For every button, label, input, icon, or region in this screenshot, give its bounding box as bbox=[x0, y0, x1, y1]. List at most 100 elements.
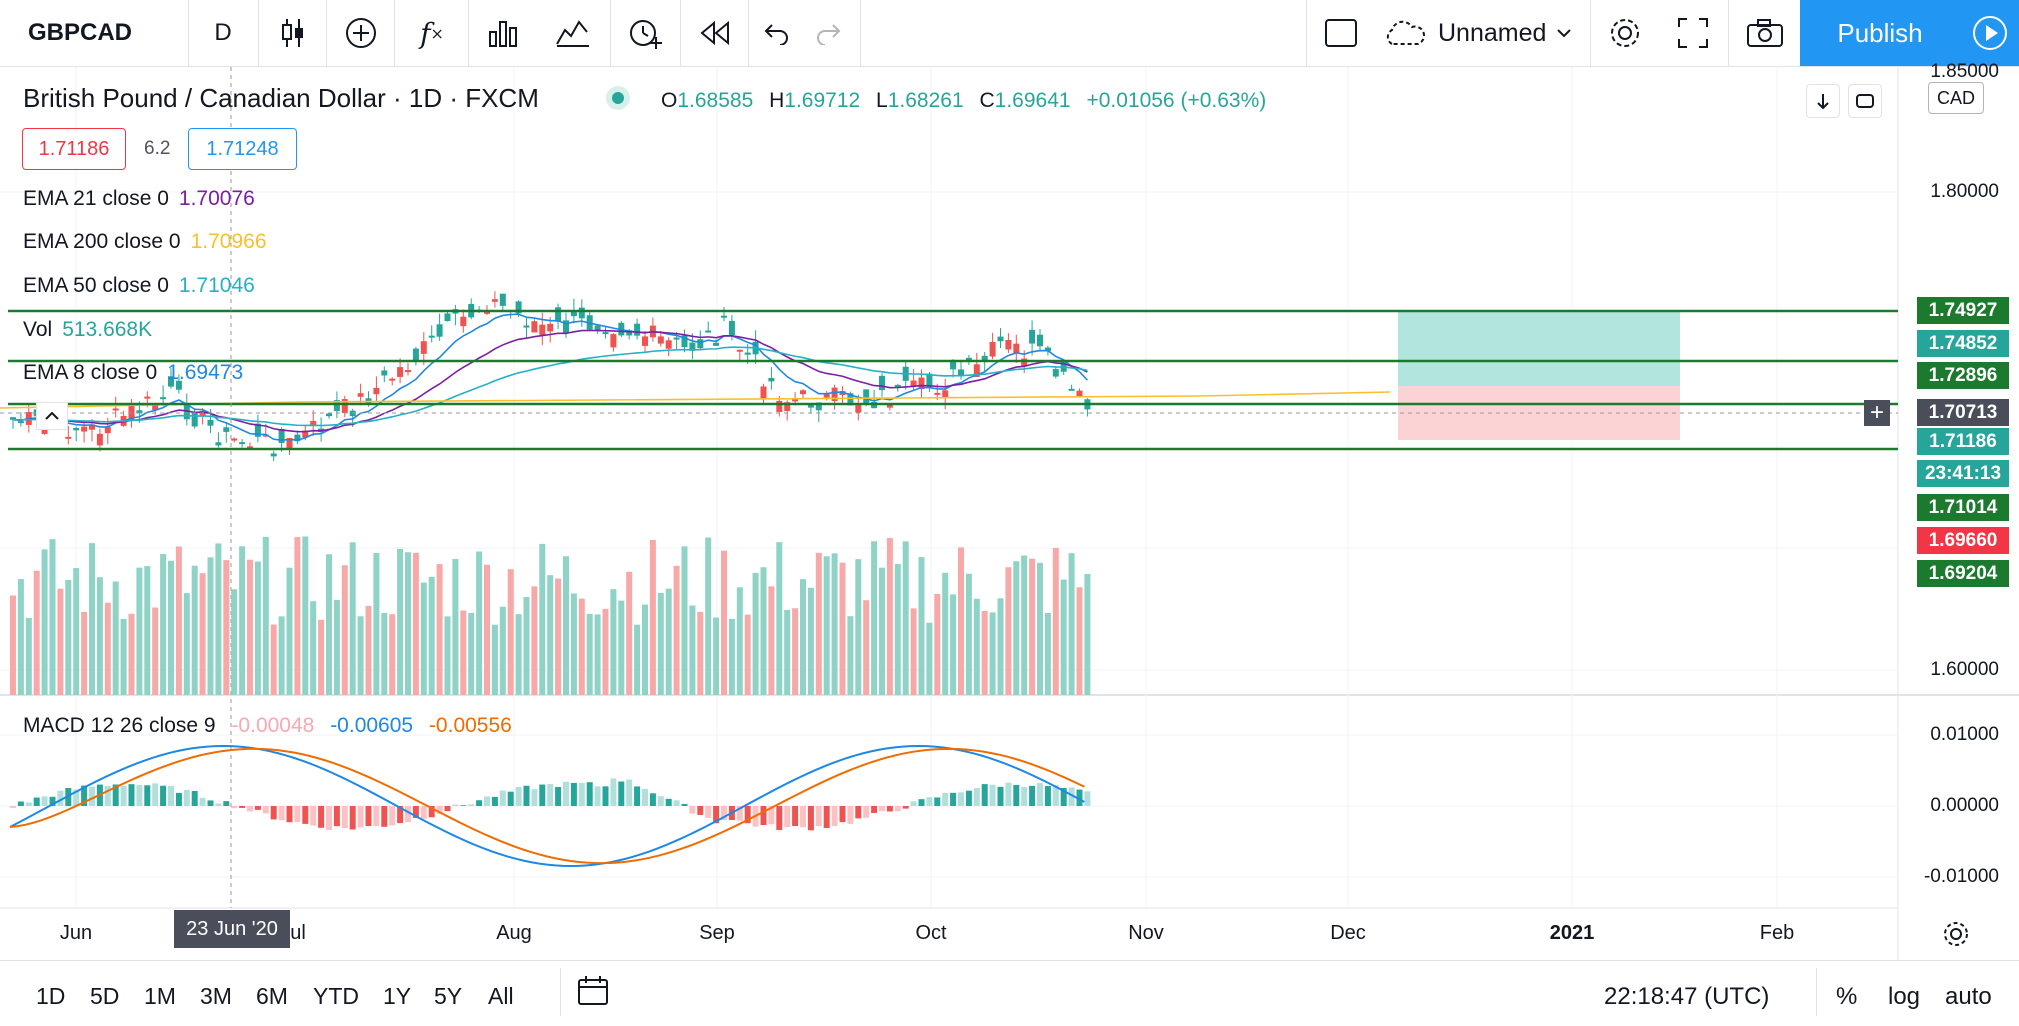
indicator-ema200[interactable]: EMA 200 close 0 1.70966 bbox=[23, 230, 267, 254]
candle-body bbox=[333, 400, 340, 412]
interval-button[interactable]: D bbox=[214, 19, 232, 46]
calendar-icon[interactable] bbox=[576, 974, 610, 1008]
time-label: Nov bbox=[1128, 922, 1164, 944]
indicator-volume[interactable]: Vol 513.668K bbox=[23, 318, 152, 342]
volume-bar bbox=[507, 569, 514, 695]
redo-icon[interactable] bbox=[805, 0, 855, 66]
macd-histogram-bar bbox=[89, 786, 95, 806]
volume-bar bbox=[776, 542, 783, 695]
alert-add-icon[interactable] bbox=[612, 0, 678, 66]
indicator-macd[interactable]: MACD 12 26 close 9 -0.00048 -0.00605 -0.… bbox=[23, 714, 512, 738]
volume-bar bbox=[902, 541, 909, 695]
macd-histogram-bar bbox=[73, 789, 80, 806]
candle-body bbox=[547, 323, 554, 332]
macd-histogram-bar bbox=[254, 806, 261, 810]
candle-body bbox=[381, 370, 388, 376]
range-1d[interactable]: 1D bbox=[36, 983, 66, 1009]
time-label: Dec bbox=[1330, 922, 1366, 944]
gear-icon[interactable] bbox=[1592, 0, 1658, 66]
buy-button[interactable]: 1.71248 bbox=[188, 128, 297, 170]
auto-toggle[interactable]: auto bbox=[1945, 983, 1992, 1010]
range-ytd[interactable]: YTD bbox=[313, 983, 359, 1009]
macd-signal-value: -0.00556 bbox=[428, 714, 512, 737]
indicators-icon[interactable]: f × bbox=[420, 16, 444, 50]
candle-body bbox=[665, 340, 672, 349]
range-5d[interactable]: 5D bbox=[90, 983, 120, 1009]
close-label: C bbox=[979, 89, 995, 112]
replay-icon[interactable] bbox=[682, 0, 748, 66]
arrow-down-icon[interactable] bbox=[1806, 84, 1840, 118]
currency-label[interactable]: CAD bbox=[1928, 82, 1984, 114]
candle-body bbox=[17, 421, 24, 424]
volume-bar bbox=[160, 554, 167, 695]
candle-body bbox=[168, 376, 174, 387]
macd-histogram-bar bbox=[958, 792, 964, 806]
volume-bar bbox=[649, 539, 656, 695]
indicator-name: Vol bbox=[23, 318, 53, 341]
bar-chart-icon[interactable] bbox=[470, 0, 536, 66]
profit-zone bbox=[1398, 312, 1680, 386]
symbol-search-button[interactable]: GBPCAD bbox=[28, 19, 133, 46]
compare-add-icon[interactable] bbox=[328, 0, 394, 66]
undo-icon[interactable] bbox=[750, 0, 800, 66]
candle-body bbox=[997, 336, 1004, 342]
volume-bar bbox=[626, 571, 633, 695]
volume-bar bbox=[199, 573, 206, 695]
macd-histogram-bar bbox=[1060, 787, 1067, 806]
indicator-ema8[interactable]: EMA 8 close 0 1.69473 bbox=[23, 361, 243, 385]
collapse-legend-icon[interactable] bbox=[36, 402, 68, 430]
templates-icon[interactable] bbox=[540, 0, 606, 66]
divider bbox=[1306, 0, 1307, 66]
layout-menu-button[interactable]: Unnamed bbox=[1380, 0, 1585, 66]
log-toggle[interactable]: log bbox=[1888, 983, 1921, 1010]
range-6m[interactable]: 6M bbox=[256, 983, 288, 1009]
macd-histogram-bar bbox=[673, 800, 680, 806]
refresh-icon[interactable] bbox=[1848, 84, 1882, 118]
candle-body bbox=[958, 369, 964, 376]
volume-bar bbox=[965, 573, 972, 695]
volume-bar bbox=[223, 560, 230, 695]
macd-histogram-bar bbox=[563, 781, 569, 806]
macd-line bbox=[9, 744, 1085, 868]
ema-line bbox=[12, 346, 1088, 427]
range-5y[interactable]: 5Y bbox=[434, 983, 463, 1009]
indicator-ema21[interactable]: EMA 21 close 0 1.70076 bbox=[23, 187, 255, 211]
divider bbox=[394, 0, 395, 66]
sell-button[interactable]: 1.71186 bbox=[22, 128, 126, 170]
volume-bar bbox=[515, 614, 522, 695]
play-icon[interactable] bbox=[1960, 0, 2019, 66]
macd-histogram-bar bbox=[594, 786, 601, 806]
fullscreen-toggle-icon[interactable] bbox=[1308, 0, 1374, 66]
percent-toggle[interactable]: % bbox=[1836, 983, 1858, 1010]
range-1m[interactable]: 1M bbox=[144, 983, 176, 1009]
candle-body bbox=[910, 380, 917, 387]
candles-icon[interactable] bbox=[260, 0, 326, 66]
macd-histogram-bar bbox=[657, 796, 664, 806]
price-chart[interactable] bbox=[0, 67, 2019, 960]
macd-histogram-bar bbox=[997, 786, 1004, 806]
indicator-value: 1.69473 bbox=[167, 361, 244, 384]
macd-histogram-bar bbox=[231, 806, 238, 809]
plus-icon[interactable]: + bbox=[1864, 399, 1890, 426]
fullscreen-icon[interactable] bbox=[1660, 0, 1726, 66]
volume-bar bbox=[807, 587, 814, 695]
volume-bar bbox=[768, 586, 775, 695]
camera-icon[interactable] bbox=[1730, 0, 1800, 66]
chart-settings-gear-icon[interactable] bbox=[1940, 918, 1972, 950]
publish-button[interactable]: Publish bbox=[1800, 0, 1960, 66]
macd-histogram-bar bbox=[879, 806, 885, 812]
range-all[interactable]: All bbox=[488, 983, 514, 1009]
candle-body bbox=[136, 410, 143, 414]
range-1y[interactable]: 1Y bbox=[383, 983, 412, 1009]
range-3m[interactable]: 3M bbox=[200, 983, 232, 1009]
macd-histogram-bar bbox=[965, 790, 972, 806]
clock[interactable]: 22:18:47 (UTC) bbox=[1604, 983, 1770, 1010]
macd-histogram-bar bbox=[807, 806, 814, 831]
time-label: Feb bbox=[1759, 922, 1795, 944]
macd-histogram-value: -0.00048 bbox=[231, 714, 315, 737]
candle-body bbox=[847, 393, 854, 406]
macd-histogram-bar bbox=[831, 806, 838, 827]
candle-body bbox=[531, 321, 538, 333]
indicator-ema50[interactable]: EMA 50 close 0 1.71046 bbox=[23, 274, 255, 298]
candle-body bbox=[823, 393, 830, 398]
